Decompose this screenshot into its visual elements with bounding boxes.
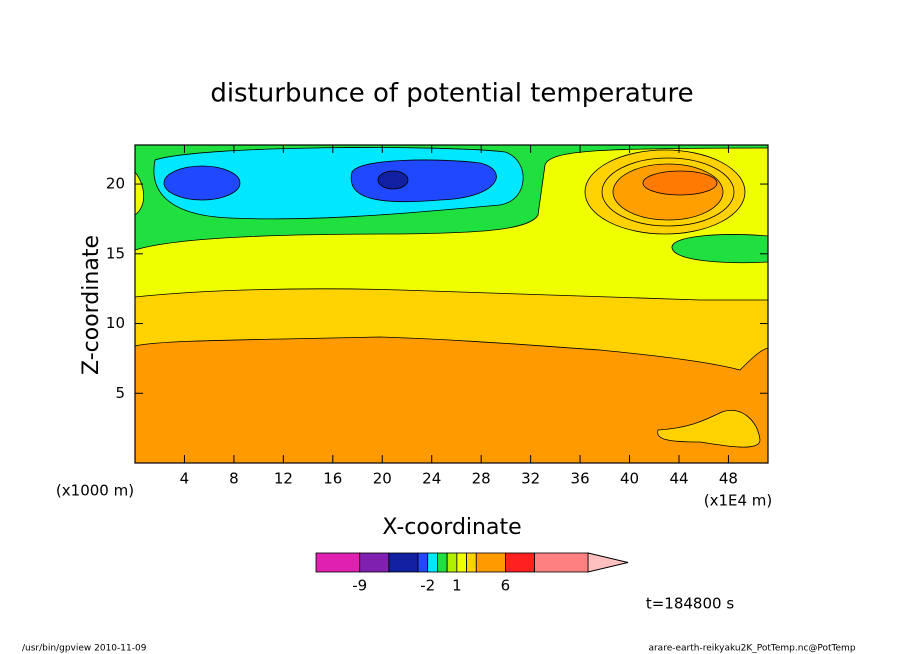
colorbar-tick-label: 1 [452,577,462,595]
annotation: t=184800 s [646,595,734,613]
region-dark-orange [642,170,718,196]
x-unit-label: (x1000 m) [56,482,134,500]
contour-line [601,157,735,227]
x-tick-label: 8 [229,470,239,488]
colorbar-segment [446,552,458,573]
region-blue [163,165,241,201]
colorbar-tick-label: -2 [420,577,435,595]
x-tick-label: 48 [719,470,738,488]
region-gold [657,409,761,448]
colorbar-segment [315,552,361,573]
x-tick-label: 24 [422,470,441,488]
colorbar-segment [427,552,438,573]
colorbar-extension [587,552,629,573]
y-tick-label: 5 [115,384,125,402]
region-dark-blue [377,170,409,190]
region-blue [350,159,497,203]
x-tick-label: 40 [620,470,639,488]
colorbar-segment [437,552,448,573]
colorbar-segment [417,552,429,573]
colorbar-tick-label: -9 [352,577,367,595]
colorbar-tick-label: 6 [501,577,511,595]
colorbar-segment [456,552,467,573]
colorbar-segment [505,552,535,573]
colorbar-segment [475,552,506,573]
x-axis-label: X-coordinate [382,515,521,540]
colorbar-segment [359,552,390,573]
y-tick-label: 15 [106,244,125,262]
colorbar-segment [466,552,477,573]
x-tick-label: 36 [571,470,590,488]
x-tick-label: 4 [180,470,190,488]
footer-left: /usr/bin/gpview 2010-11-09 [22,644,147,654]
contour-field [134,144,769,464]
x-tick-label: 20 [373,470,392,488]
x-tick-label: 32 [521,470,540,488]
footer-right: arare-earth-reikyaku2K_PotTemp.nc@PotTem… [648,644,855,654]
y-axis-label: Z-coordinate [79,235,104,375]
colorbar-segment [388,552,419,573]
x-tick-label: 12 [274,470,293,488]
x-tick-label: 28 [472,470,491,488]
colorbar-segment [534,552,589,573]
chart-title: disturbunce of potential temperature [210,79,693,109]
y-tick-label: 20 [106,175,125,193]
x-tick-label: 44 [669,470,688,488]
y-tick-label: 10 [106,314,125,332]
plot-frame [134,144,769,464]
x-tick-label: 16 [323,470,342,488]
x-unit-label: (x1E4 m) [704,492,773,510]
